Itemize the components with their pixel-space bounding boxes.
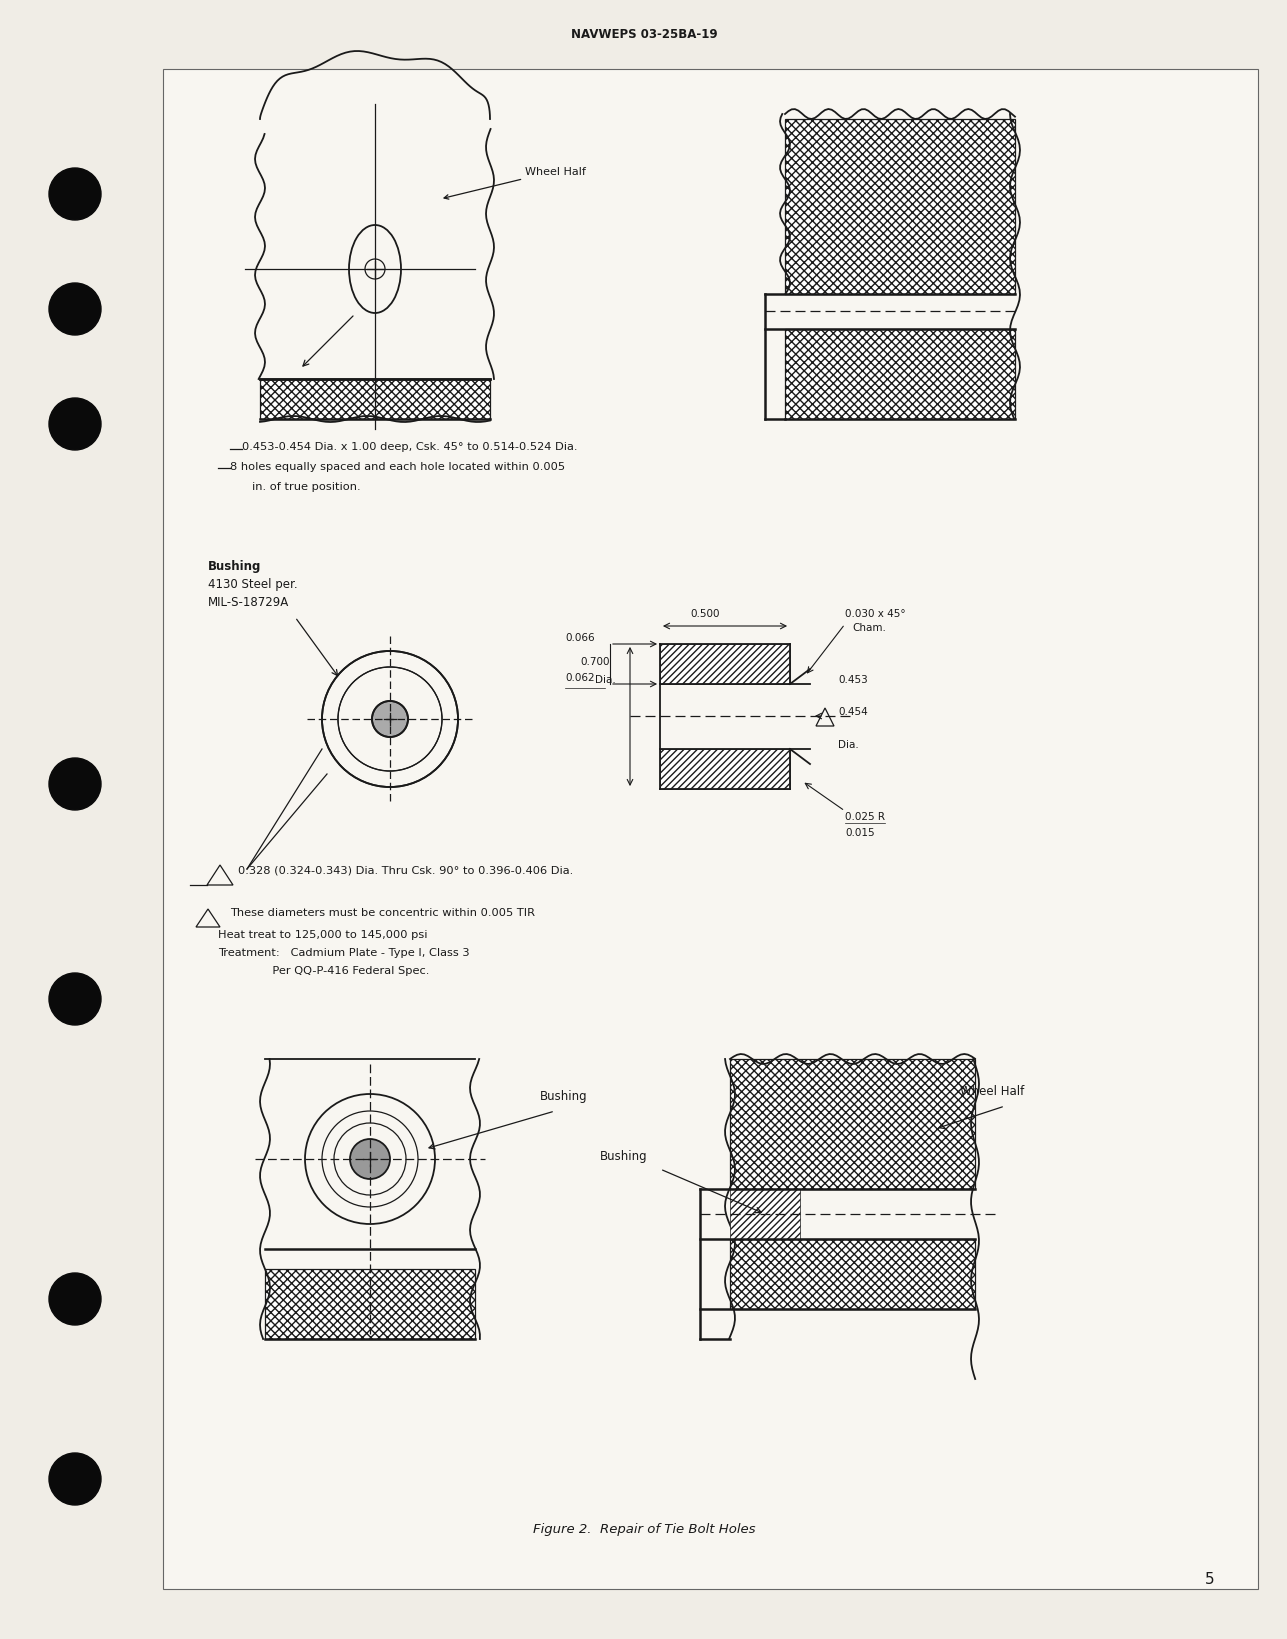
Bar [730,1239,976,1310]
Text: 0.328 (0.324-0.343) Dia. Thru Csk. 90° to 0.396-0.406 Dia.: 0.328 (0.324-0.343) Dia. Thru Csk. 90° t… [238,865,573,875]
Circle shape [49,759,100,811]
Text: Bushing: Bushing [600,1149,647,1162]
Text: 0.500: 0.500 [690,608,719,618]
Circle shape [49,1454,100,1505]
Text: MIL-S-18729A: MIL-S-18729A [208,595,290,608]
Bar [660,749,790,790]
Bar [730,1190,801,1239]
Text: 5: 5 [1205,1572,1215,1587]
Text: Cham.: Cham. [852,623,885,633]
Text: 0.062: 0.062 [565,672,595,682]
Text: Per QQ-P-416 Federal Spec.: Per QQ-P-416 Federal Spec. [218,965,430,975]
Circle shape [49,974,100,1026]
Text: NAVWEPS 03-25BA-19: NAVWEPS 03-25BA-19 [570,28,717,41]
Text: 0.700: 0.700 [580,657,610,667]
Bar [660,644,790,685]
Text: Figure 2.  Repair of Tie Bolt Holes: Figure 2. Repair of Tie Bolt Holes [533,1523,755,1536]
Circle shape [350,1139,390,1180]
Text: Bushing: Bushing [541,1090,588,1103]
Text: Dia.: Dia. [595,675,615,685]
Text: 0.030 x 45°: 0.030 x 45° [846,608,906,618]
Bar [785,120,1015,295]
Text: 0.015: 0.015 [846,828,875,838]
Text: 8 holes equally spaced and each hole located within 0.005: 8 holes equally spaced and each hole loc… [230,462,565,472]
Text: Bushing: Bushing [208,559,261,572]
Bar [730,1059,976,1190]
Circle shape [49,284,100,336]
Text: Dia.: Dia. [838,739,858,749]
Text: 0.066: 0.066 [565,633,595,642]
Text: in. of true position.: in. of true position. [252,482,360,492]
Text: These diameters must be concentric within 0.005 TIR: These diameters must be concentric withi… [230,908,535,918]
Bar [265,1269,475,1339]
Text: Treatment:   Cadmium Plate - Type I, Class 3: Treatment: Cadmium Plate - Type I, Class… [218,947,470,957]
Bar [163,70,1257,1590]
Text: 0.453-0.454 Dia. x 1.00 deep, Csk. 45° to 0.514-0.524 Dia.: 0.453-0.454 Dia. x 1.00 deep, Csk. 45° t… [242,443,578,452]
Text: 4130 Steel per.: 4130 Steel per. [208,577,297,590]
Circle shape [49,398,100,451]
Text: Wheel Half: Wheel Half [444,167,586,200]
Bar [785,329,1015,420]
Text: 0.454: 0.454 [838,706,867,716]
Text: 0.025 R: 0.025 R [846,811,885,821]
Circle shape [372,701,408,738]
Text: 0.453: 0.453 [838,675,867,685]
Bar [260,380,490,420]
Text: Wheel Half: Wheel Half [960,1085,1024,1098]
Text: Heat treat to 125,000 to 145,000 psi: Heat treat to 125,000 to 145,000 psi [218,929,427,939]
Circle shape [49,169,100,221]
Circle shape [49,1274,100,1326]
